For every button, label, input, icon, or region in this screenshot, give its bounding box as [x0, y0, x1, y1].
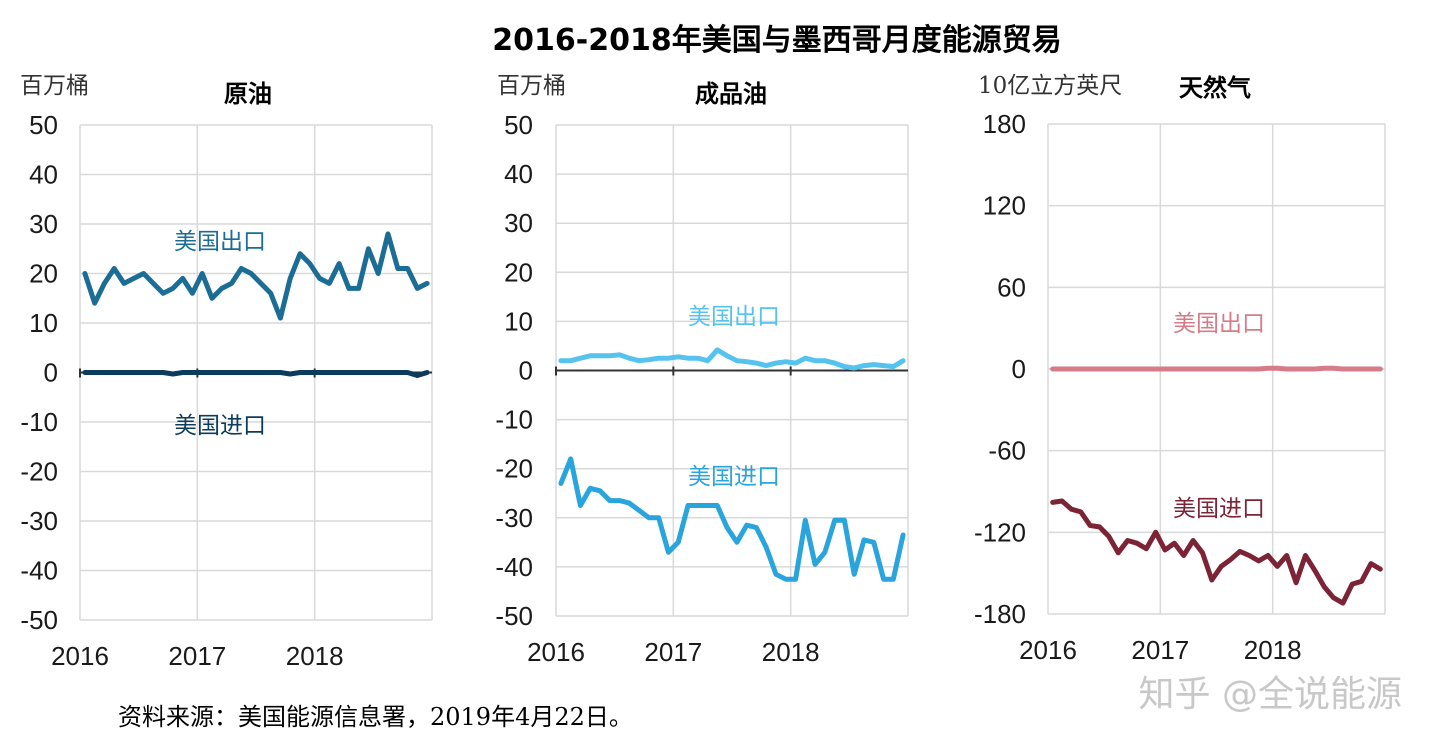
- x-tick-label: 2017: [1131, 635, 1189, 665]
- y-unit-label: 10亿立方英尺: [978, 73, 1122, 99]
- y-tick-label: -20: [20, 457, 58, 487]
- series-line-import: [1050, 498, 1383, 606]
- chart-panels: 50 40 30 20 10 0 -10 -20 -30 -40 -50 2016 2017 2018 百万…: [20, 73, 1386, 671]
- panel-2: 50 40 30 20 10 0 -10 -20 -30 -40 -50 2016 2017 2018 百万…: [495, 73, 909, 667]
- x-tick-label: 2017: [644, 637, 702, 667]
- y-tick-label: 50: [29, 110, 58, 140]
- y-tick-label: -10: [495, 405, 533, 435]
- x-tick-label: 2016: [527, 637, 585, 667]
- series-line-import: [82, 370, 430, 378]
- y-tick-label: -180: [974, 599, 1026, 629]
- watermark: 知乎 @全说能源: [1139, 674, 1402, 715]
- panel-3: 180 120 60 0 -60 -120 -180 2016 2017 2018 10亿立方英尺 天…: [974, 73, 1386, 665]
- x-tick-label: 2016: [1019, 635, 1077, 665]
- series-label-export: 美国出口: [174, 229, 266, 255]
- y-tick-label: 50: [504, 110, 533, 140]
- y-unit-label: 百万桶: [497, 73, 566, 99]
- x-tick-label: 2018: [1244, 635, 1302, 665]
- y-tick-label: -50: [495, 601, 533, 631]
- y-tick-label: -30: [495, 503, 533, 533]
- series-line-import: [558, 456, 906, 582]
- series-label-export: 美国出口: [1173, 311, 1265, 337]
- x-tick-label: 2018: [762, 637, 820, 667]
- y-tick-label: 60: [997, 272, 1026, 302]
- y-tick-label: -30: [20, 506, 58, 536]
- series-label-export: 美国出口: [688, 304, 780, 330]
- x-tick-label: 2018: [286, 641, 344, 671]
- y-tick-label: -40: [20, 556, 58, 586]
- source-note: 资料来源：美国能源信息署，2019年4月22日。: [118, 703, 633, 731]
- y-tick-label: 40: [29, 160, 58, 190]
- y-tick-label: -50: [20, 605, 58, 635]
- y-tick-label: 10: [29, 308, 58, 338]
- y-tick-label: 30: [29, 209, 58, 239]
- y-tick-label: 120: [983, 191, 1026, 221]
- y-tick-label: 40: [504, 159, 533, 189]
- y-tick-label: -20: [495, 454, 533, 484]
- panel-1: 50 40 30 20 10 0 -10 -20 -30 -40 -50 2016 2017 2018 百万…: [20, 73, 433, 671]
- x-tick-label: 2016: [51, 641, 109, 671]
- y-tick-label: -60: [988, 436, 1026, 466]
- series-label-import: 美国进口: [1173, 496, 1265, 522]
- panel-title: 成品油: [695, 80, 767, 108]
- panel-title: 原油: [224, 80, 272, 108]
- series-line-export: [1050, 365, 1383, 372]
- y-tick-label: 0: [519, 356, 533, 386]
- x-tick-label: 2017: [168, 641, 226, 671]
- y-tick-label: -10: [20, 407, 58, 437]
- chart-title: 2016-2018年美国与墨西哥月度能源贸易: [492, 23, 1061, 58]
- y-tick-label: 0: [44, 358, 58, 388]
- y-tick-label: -120: [974, 517, 1026, 547]
- panel-title: 天然气: [1179, 74, 1251, 102]
- y-tick-label: 180: [983, 109, 1026, 139]
- y-tick-label: 20: [504, 257, 533, 287]
- series-label-import: 美国进口: [174, 413, 266, 439]
- y-tick-label: 20: [29, 259, 58, 289]
- series-line-export: [558, 347, 906, 371]
- series-label-import: 美国进口: [688, 464, 780, 490]
- y-tick-label: -40: [495, 552, 533, 582]
- y-tick-label: 30: [504, 208, 533, 238]
- y-tick-label: 0: [1012, 354, 1026, 384]
- y-tick-label: 10: [504, 306, 533, 336]
- series-line-export: [82, 231, 430, 321]
- y-unit-label: 百万桶: [20, 73, 89, 99]
